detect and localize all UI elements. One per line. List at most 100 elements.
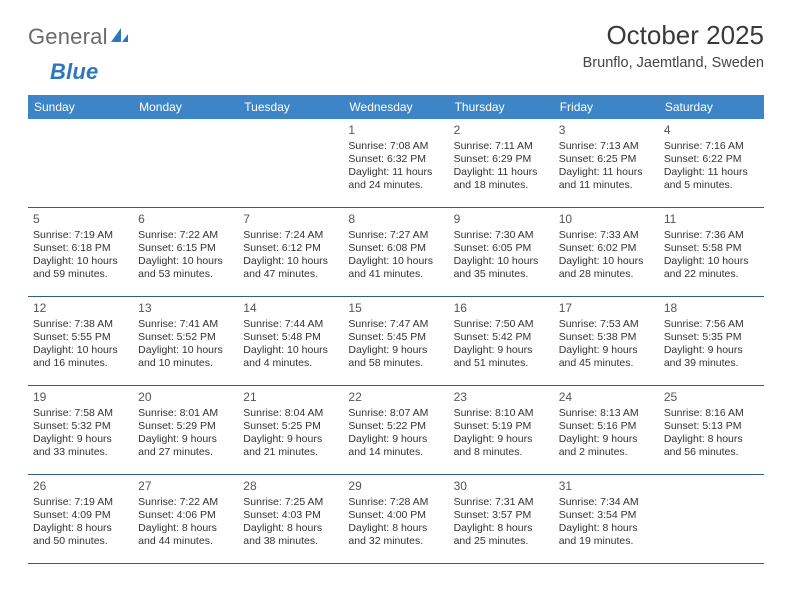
logo: General: [28, 24, 129, 50]
day-number: 4: [664, 123, 759, 138]
sunset-text: Sunset: 6:32 PM: [348, 153, 443, 166]
sunrise-text: Sunrise: 7:56 AM: [664, 318, 759, 331]
day-cell: 20Sunrise: 8:01 AMSunset: 5:29 PMDayligh…: [133, 386, 238, 474]
sunrise-text: Sunrise: 7:47 AM: [348, 318, 443, 331]
day-cell: 25Sunrise: 8:16 AMSunset: 5:13 PMDayligh…: [659, 386, 764, 474]
sunset-text: Sunset: 6:08 PM: [348, 242, 443, 255]
sunset-text: Sunset: 5:42 PM: [454, 331, 549, 344]
sunset-text: Sunset: 5:48 PM: [243, 331, 338, 344]
week-row: 5Sunrise: 7:19 AMSunset: 6:18 PMDaylight…: [28, 208, 764, 297]
day-cell: 27Sunrise: 7:22 AMSunset: 4:06 PMDayligh…: [133, 475, 238, 563]
sunset-text: Sunset: 5:35 PM: [664, 331, 759, 344]
day-cell: [238, 119, 343, 207]
sunset-text: Sunset: 6:25 PM: [559, 153, 654, 166]
daylight-text: Daylight: 8 hours and 50 minutes.: [33, 522, 128, 548]
dow-friday: Friday: [554, 95, 659, 119]
day-cell: 10Sunrise: 7:33 AMSunset: 6:02 PMDayligh…: [554, 208, 659, 296]
sunrise-text: Sunrise: 8:16 AM: [664, 407, 759, 420]
day-number: 12: [33, 301, 128, 316]
day-cell: [28, 119, 133, 207]
day-cell: 14Sunrise: 7:44 AMSunset: 5:48 PMDayligh…: [238, 297, 343, 385]
sunrise-text: Sunrise: 7:08 AM: [348, 140, 443, 153]
logo-sail-icon: [109, 26, 129, 49]
sunset-text: Sunset: 6:18 PM: [33, 242, 128, 255]
daylight-text: Daylight: 10 hours and 10 minutes.: [138, 344, 233, 370]
daylight-text: Daylight: 10 hours and 47 minutes.: [243, 255, 338, 281]
day-number: 27: [138, 479, 233, 494]
sunset-text: Sunset: 3:54 PM: [559, 509, 654, 522]
daylight-text: Daylight: 9 hours and 33 minutes.: [33, 433, 128, 459]
sunset-text: Sunset: 5:22 PM: [348, 420, 443, 433]
daylight-text: Daylight: 11 hours and 5 minutes.: [664, 166, 759, 192]
sunrise-text: Sunrise: 7:38 AM: [33, 318, 128, 331]
location: Brunflo, Jaemtland, Sweden: [583, 55, 764, 71]
sunrise-text: Sunrise: 8:10 AM: [454, 407, 549, 420]
sunset-text: Sunset: 6:05 PM: [454, 242, 549, 255]
day-cell: 18Sunrise: 7:56 AMSunset: 5:35 PMDayligh…: [659, 297, 764, 385]
day-cell: 26Sunrise: 7:19 AMSunset: 4:09 PMDayligh…: [28, 475, 133, 563]
dow-sunday: Sunday: [28, 95, 133, 119]
day-number: 31: [559, 479, 654, 494]
daylight-text: Daylight: 9 hours and 39 minutes.: [664, 344, 759, 370]
dow-tuesday: Tuesday: [238, 95, 343, 119]
day-number: 8: [348, 212, 443, 227]
title-block: October 2025 Brunflo, Jaemtland, Sweden: [583, 18, 764, 71]
daylight-text: Daylight: 10 hours and 16 minutes.: [33, 344, 128, 370]
daylight-text: Daylight: 9 hours and 21 minutes.: [243, 433, 338, 459]
day-cell: 17Sunrise: 7:53 AMSunset: 5:38 PMDayligh…: [554, 297, 659, 385]
sunrise-text: Sunrise: 7:11 AM: [454, 140, 549, 153]
sunset-text: Sunset: 4:00 PM: [348, 509, 443, 522]
sunrise-text: Sunrise: 7:25 AM: [243, 496, 338, 509]
day-number: 22: [348, 390, 443, 405]
daylight-text: Daylight: 9 hours and 2 minutes.: [559, 433, 654, 459]
day-cell: 8Sunrise: 7:27 AMSunset: 6:08 PMDaylight…: [343, 208, 448, 296]
day-cell: 16Sunrise: 7:50 AMSunset: 5:42 PMDayligh…: [449, 297, 554, 385]
days-of-week-row: Sunday Monday Tuesday Wednesday Thursday…: [28, 95, 764, 119]
day-number: 23: [454, 390, 549, 405]
day-number: 21: [243, 390, 338, 405]
daylight-text: Daylight: 8 hours and 56 minutes.: [664, 433, 759, 459]
day-cell: [659, 475, 764, 563]
day-number: 14: [243, 301, 338, 316]
sunrise-text: Sunrise: 8:01 AM: [138, 407, 233, 420]
sunset-text: Sunset: 4:09 PM: [33, 509, 128, 522]
day-number: 28: [243, 479, 338, 494]
daylight-text: Daylight: 9 hours and 27 minutes.: [138, 433, 233, 459]
day-number: 30: [454, 479, 549, 494]
daylight-text: Daylight: 10 hours and 4 minutes.: [243, 344, 338, 370]
sunrise-text: Sunrise: 8:07 AM: [348, 407, 443, 420]
day-number: 1: [348, 123, 443, 138]
sunrise-text: Sunrise: 7:50 AM: [454, 318, 549, 331]
day-cell: 19Sunrise: 7:58 AMSunset: 5:32 PMDayligh…: [28, 386, 133, 474]
day-cell: [133, 119, 238, 207]
day-number: 7: [243, 212, 338, 227]
sunset-text: Sunset: 5:58 PM: [664, 242, 759, 255]
logo-word-1: General: [28, 24, 108, 50]
daylight-text: Daylight: 10 hours and 59 minutes.: [33, 255, 128, 281]
daylight-text: Daylight: 10 hours and 22 minutes.: [664, 255, 759, 281]
sunrise-text: Sunrise: 7:27 AM: [348, 229, 443, 242]
sunset-text: Sunset: 5:32 PM: [33, 420, 128, 433]
sunrise-text: Sunrise: 7:31 AM: [454, 496, 549, 509]
daylight-text: Daylight: 9 hours and 14 minutes.: [348, 433, 443, 459]
day-cell: 30Sunrise: 7:31 AMSunset: 3:57 PMDayligh…: [449, 475, 554, 563]
daylight-text: Daylight: 10 hours and 28 minutes.: [559, 255, 654, 281]
sunrise-text: Sunrise: 7:19 AM: [33, 496, 128, 509]
sunset-text: Sunset: 5:25 PM: [243, 420, 338, 433]
day-cell: 13Sunrise: 7:41 AMSunset: 5:52 PMDayligh…: [133, 297, 238, 385]
sunrise-text: Sunrise: 8:13 AM: [559, 407, 654, 420]
sunset-text: Sunset: 5:29 PM: [138, 420, 233, 433]
day-cell: 6Sunrise: 7:22 AMSunset: 6:15 PMDaylight…: [133, 208, 238, 296]
daylight-text: Daylight: 9 hours and 8 minutes.: [454, 433, 549, 459]
daylight-text: Daylight: 8 hours and 25 minutes.: [454, 522, 549, 548]
sunset-text: Sunset: 5:16 PM: [559, 420, 654, 433]
dow-saturday: Saturday: [659, 95, 764, 119]
dow-monday: Monday: [133, 95, 238, 119]
day-cell: 31Sunrise: 7:34 AMSunset: 3:54 PMDayligh…: [554, 475, 659, 563]
sunrise-text: Sunrise: 7:36 AM: [664, 229, 759, 242]
sunrise-text: Sunrise: 7:24 AM: [243, 229, 338, 242]
sunrise-text: Sunrise: 7:33 AM: [559, 229, 654, 242]
day-number: 15: [348, 301, 443, 316]
daylight-text: Daylight: 8 hours and 38 minutes.: [243, 522, 338, 548]
sunset-text: Sunset: 5:45 PM: [348, 331, 443, 344]
